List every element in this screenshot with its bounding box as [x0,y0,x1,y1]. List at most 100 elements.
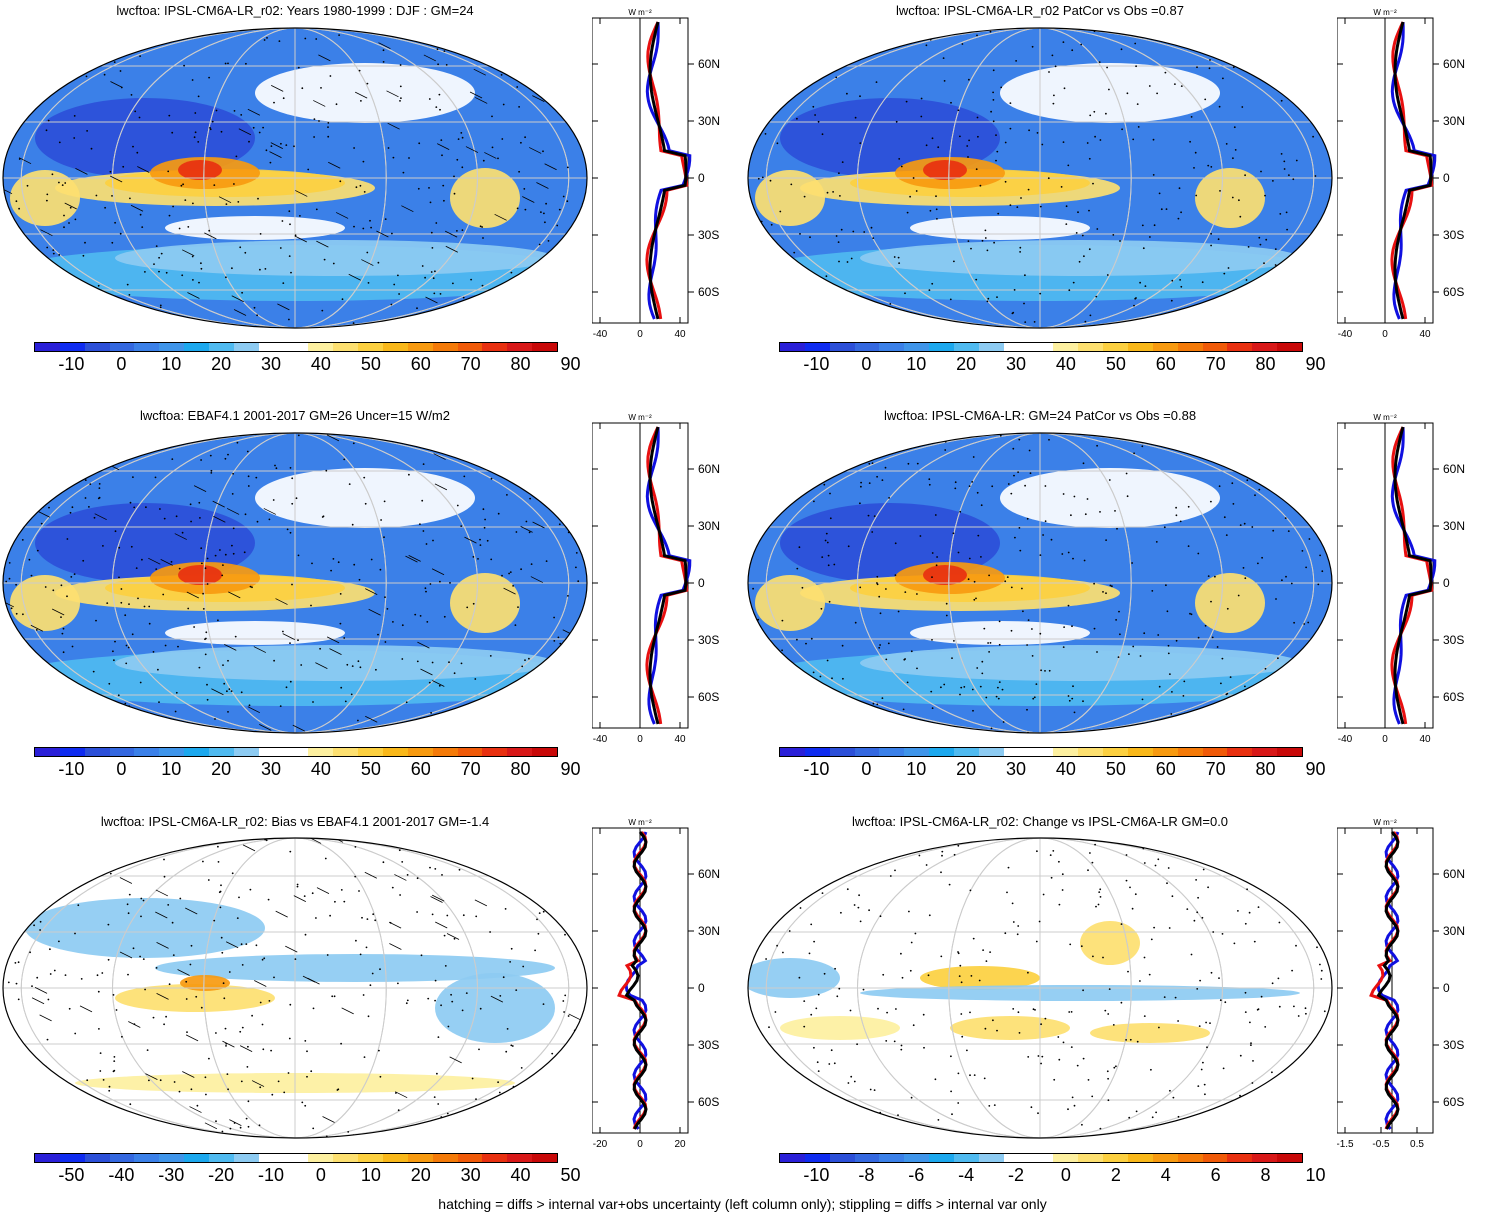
colorbar-tick-label: 60 [410,759,431,779]
latitude-label: 60S [698,1095,719,1109]
colorbar-tick-label: 20 [410,1165,431,1185]
colorbar-tick-label: -20 [208,1165,235,1185]
colorbar-tick-label: -10 [803,1165,830,1185]
latitude-label: 30S [1443,633,1464,647]
panel-title: lwcftoa: IPSL-CM6A-LR: GM=24 PatCor vs O… [883,408,1197,423]
zonal-tick-label: -1.5 [1337,1139,1354,1150]
colorbar-tick-label: 10 [906,354,927,374]
latitude-label: 0 [1443,981,1450,995]
colorbar-tick-label: 50 [1105,759,1126,779]
latitude-label: 60N [698,867,720,881]
colorbar-tick-label: 50 [360,759,381,779]
panel-title: lwcftoa: IPSL-CM6A-LR_r02 PatCor vs Obs … [896,3,1184,18]
colorbar-labels: -10 0 10 20 30 40 50 60 70 80 90 [779,354,1325,376]
colorbar-tick-label: -6 [908,1165,925,1185]
colorbar-tick-label: 20 [956,759,977,779]
colorbar-tick-label: 10 [360,1165,381,1185]
colorbar-labels: -10 -8 -6 -4 -2 0 2 4 6 8 10 [779,1165,1325,1187]
latitude-label: 0 [1443,171,1450,185]
zonal-mean-plot: W m⁻² 60N 30N 0 30S 60S -40 0 40 [592,413,720,745]
colorbar [34,747,558,757]
colorbar-tick-label: 40 [310,759,331,779]
zonal-tick-label: 40 [1419,329,1431,340]
zonal-tick-label: 0 [637,329,643,340]
colorbar-tick-label: -2 [1008,1165,1025,1185]
colorbar-tick-label: 80 [1255,759,1276,779]
latitude-label: 0 [698,171,705,185]
latitude-label: 30S [698,228,719,242]
colorbar-tick-label: -40 [108,1165,135,1185]
zonal-mean-plot: W m⁻² 60N 30N 0 30S 60S -40 0 40 [1337,8,1465,340]
colorbar-tick-label: 0 [861,759,872,779]
zonal-tick-label: -40 [1338,329,1353,340]
map-panel-ebaf-obs: lwcftoa: EBAF4.1 2001-2017 GM=26 Uncer=1… [0,405,740,805]
colorbar-tick-label: 0 [1060,1165,1071,1185]
zonal-tick-label: -40 [593,329,608,340]
colorbar-tick-label: 90 [1305,354,1326,374]
latitude-label: 60N [1443,867,1465,881]
zonal-tick-label: 20 [674,1139,686,1150]
zonal-unit-label: W m⁻² [1373,413,1397,422]
colorbar-tick-label: 30 [460,1165,481,1185]
colorbar-tick-label: 20 [211,759,232,779]
colorbar-tick-label: 40 [1055,759,1076,779]
colorbar-labels: -10 0 10 20 30 40 50 60 70 80 90 [34,354,580,376]
footer-note: hatching = diffs > internal var+obs unce… [438,1196,1047,1212]
zonal-mean-plot: W m⁻² 60N 30N 0 30S 60S -40 0 40 [1337,413,1465,745]
colorbar-tick-label: -8 [858,1165,875,1185]
zonal-tick-label: -0.5 [1372,1139,1390,1150]
colorbar-tick-label: 50 [360,354,381,374]
latitude-label: 60S [1443,690,1464,704]
colorbar-tick-label: 0 [116,354,127,374]
colorbar-tick-label: 40 [510,1165,531,1185]
zonal-unit-label: W m⁻² [628,818,652,827]
panel-title: lwcftoa: IPSL-CM6A-LR_r02: Years 1980-19… [116,3,474,18]
latitude-label: 0 [698,576,705,590]
world-map [747,837,1333,1139]
colorbar-tick-label: 60 [1155,354,1176,374]
zonal-tick-label: 0 [637,1139,643,1150]
zonal-unit-label: W m⁻² [628,413,652,422]
world-map [2,837,588,1139]
colorbar [779,1153,1303,1163]
colorbar-tick-label: -10 [58,354,85,374]
latitude-label: 30N [698,519,720,533]
panel-title: lwcftoa: IPSL-CM6A-LR_r02: Change vs IPS… [851,814,1229,829]
colorbar-tick-label: 30 [1006,759,1027,779]
colorbar-tick-label: 60 [410,354,431,374]
colorbar-tick-label: 10 [906,759,927,779]
latitude-label: 30N [698,114,720,128]
latitude-label: 0 [1443,576,1450,590]
zonal-mean-plot: W m⁻² 60N 30N 0 30S 60S -20 0 20 [592,818,720,1150]
colorbar-tick-label: 30 [261,354,282,374]
colorbar-labels: -10 0 10 20 30 40 50 60 70 80 90 [779,759,1325,781]
world-map [2,27,588,329]
colorbar-tick-label: 90 [1305,759,1326,779]
latitude-label: 60S [698,690,719,704]
colorbar-tick-label: 10 [1305,1165,1326,1185]
zonal-unit-label: W m⁻² [1373,8,1397,17]
world-map [747,27,1333,329]
zonal-curve-black [1393,21,1433,320]
panel-title: lwcftoa: EBAF4.1 2001-2017 GM=26 Uncer=1… [140,408,450,423]
colorbar-tick-label: 0 [116,759,127,779]
colorbar-tick-label: 40 [1055,354,1076,374]
latitude-label: 60S [1443,1095,1464,1109]
colorbar-tick-label: 80 [510,759,531,779]
colorbar-tick-label: 30 [1006,354,1027,374]
zonal-tick-label: 40 [1419,734,1431,745]
colorbar-tick-label: 80 [510,354,531,374]
colorbar-tick-label: -10 [803,354,830,374]
latitude-label: 60N [1443,57,1465,71]
latitude-label: 30N [1443,114,1465,128]
world-map [747,432,1333,734]
latitude-label: 30S [1443,228,1464,242]
colorbar-tick-label: -50 [58,1165,85,1185]
panel-title: lwcftoa: IPSL-CM6A-LR_r02: Bias vs EBAF4… [100,814,490,829]
zonal-mean-plot: W m⁻² 60N 30N 0 30S 60S -40 0 40 [592,8,720,340]
colorbar-tick-label: 2 [1110,1165,1121,1185]
zonal-curve-black [1393,426,1433,725]
colorbar-tick-label: 50 [560,1165,581,1185]
zonal-unit-label: W m⁻² [1373,818,1397,827]
colorbar-tick-label: 20 [211,354,232,374]
